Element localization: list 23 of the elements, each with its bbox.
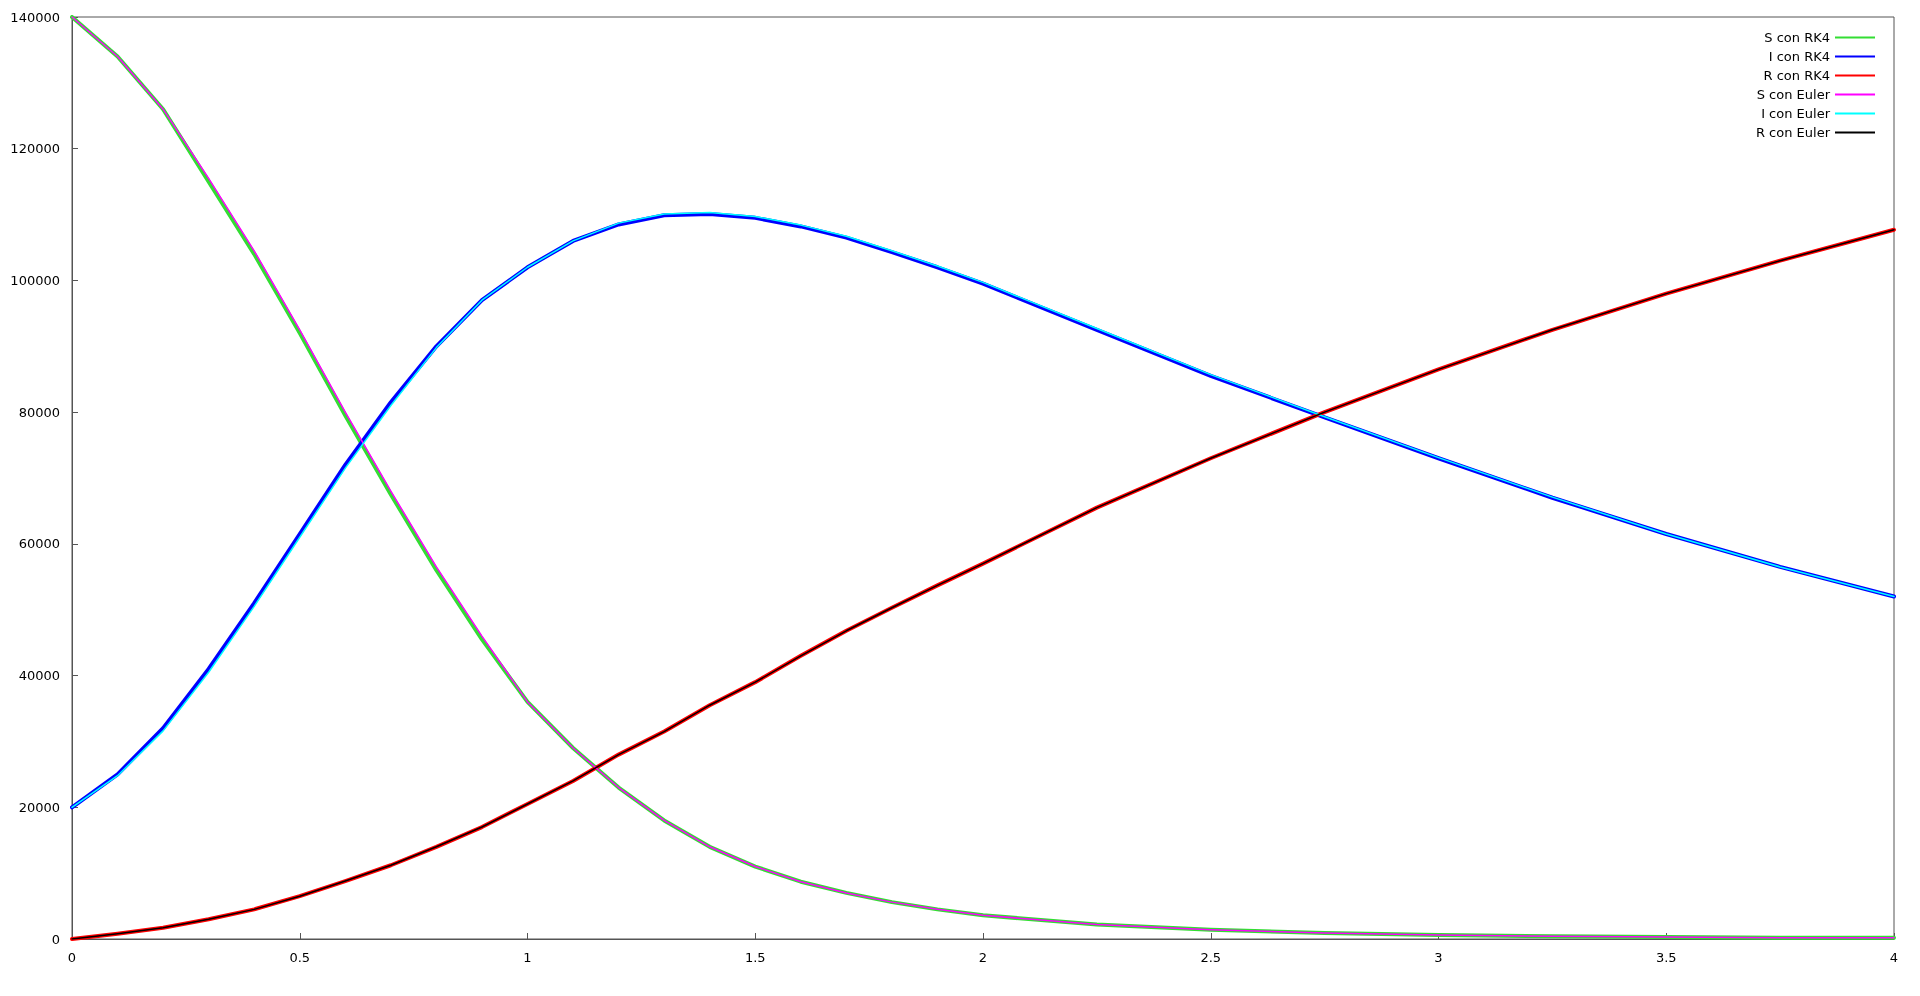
x-tick-label: 1.5 [744,950,766,965]
x-tick-label: 2.5 [1200,950,1222,965]
y-tick-label: 100000 [10,272,60,288]
legend-label: R con RK4 [1763,68,1830,83]
y-tick-label: 20000 [18,799,60,815]
x-tick-label: 4 [1889,950,1899,965]
x-tick-label: 0 [67,950,77,965]
x-tick-label: 3 [1434,950,1443,965]
legend-label: S con Euler [1756,87,1831,102]
x-tick-label: 2 [978,950,988,965]
legend-label: I con RK4 [1768,49,1830,64]
x-tick-label: 3.5 [1655,950,1677,965]
legend-label: I con Euler [1761,106,1831,121]
y-tick-label: 0 [51,931,60,947]
y-tick-label: 120000 [10,141,60,157]
y-tick-label: 140000 [10,9,60,25]
y-tick-label: 40000 [18,668,60,684]
legend-label: S con RK4 [1764,30,1830,45]
x-tick-label: 0.5 [289,950,311,965]
y-tick-label: 60000 [18,536,60,552]
x-tick-label: 1 [523,950,532,965]
legend-label: R con Euler [1755,125,1831,140]
y-tick-label: 80000 [18,404,60,420]
